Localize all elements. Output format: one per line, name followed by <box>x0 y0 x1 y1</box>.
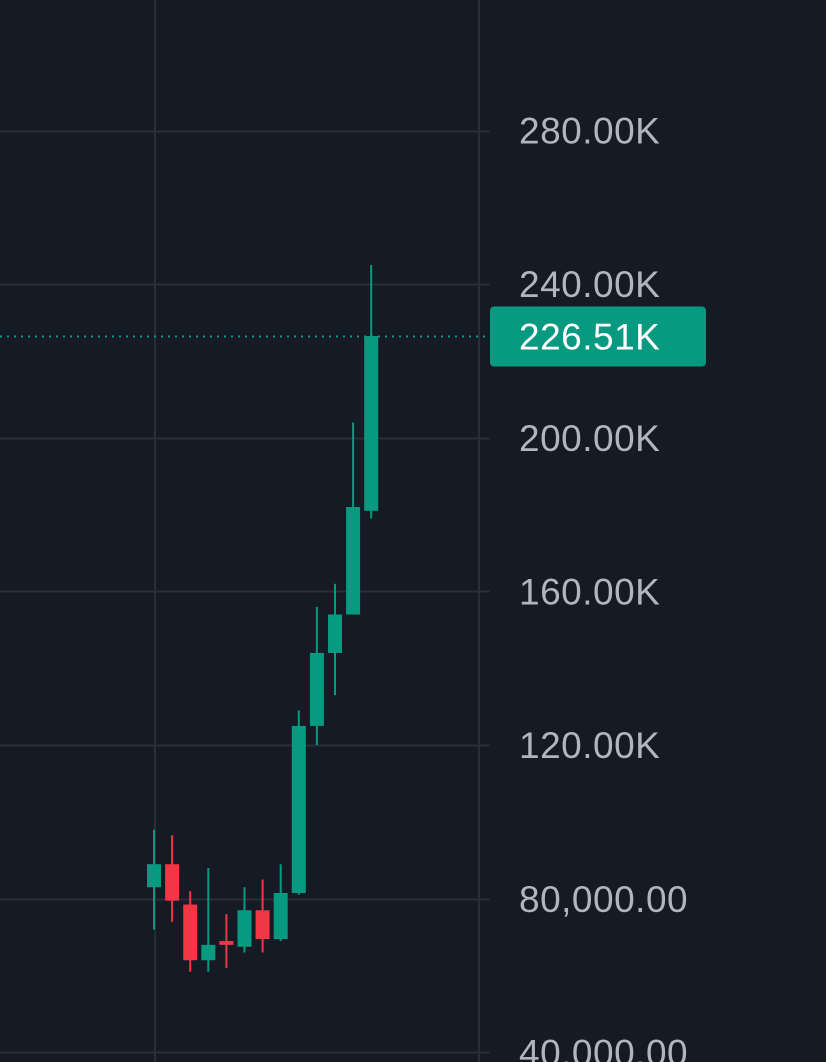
current-price-tag: 226.51K <box>490 306 706 367</box>
candle-11[interactable] <box>346 422 361 615</box>
candle-body <box>291 725 306 894</box>
candle-5[interactable] <box>237 887 252 953</box>
candle-9[interactable] <box>309 606 324 746</box>
candle-body <box>165 864 180 901</box>
candle-body <box>255 910 270 940</box>
candle-body <box>273 893 288 940</box>
current-price-tag-bg <box>490 306 706 367</box>
current-price-label: 226.51K <box>519 317 660 358</box>
candle-body <box>309 652 324 726</box>
price-axis-label: 280.00K <box>519 111 660 152</box>
candle-4[interactable] <box>219 914 234 968</box>
candle-body <box>328 614 342 653</box>
price-axis-label: 160.00K <box>519 571 660 612</box>
price-axis-label: 80,000.00 <box>519 879 688 920</box>
candle-8[interactable] <box>291 710 306 895</box>
candle-6[interactable] <box>255 879 270 953</box>
candle-body <box>364 336 379 511</box>
candle-body <box>219 941 234 945</box>
candle-10[interactable] <box>328 583 342 696</box>
price-axis-label: 120.00K <box>519 725 660 766</box>
candles[interactable] <box>147 265 379 972</box>
candle-body <box>147 864 161 888</box>
candle-body <box>183 904 198 961</box>
candle-2[interactable] <box>183 891 198 972</box>
candle-7[interactable] <box>273 864 288 942</box>
price-axis[interactable]: 280.00K 240.00K 200.00K 160.00K 120.00K 80,00… <box>519 111 688 1062</box>
candle-3[interactable] <box>201 868 216 972</box>
price-axis-label: 200.00K <box>519 418 660 459</box>
candle-body <box>201 944 216 961</box>
candle-0[interactable] <box>147 829 161 930</box>
candle-body <box>237 910 252 947</box>
candle-12[interactable] <box>364 265 379 519</box>
candle-1[interactable] <box>165 835 180 922</box>
candle-body <box>346 506 361 615</box>
price-axis-label: 240.00K <box>519 264 660 305</box>
price-axis-label: 40,000.00 <box>519 1032 688 1062</box>
